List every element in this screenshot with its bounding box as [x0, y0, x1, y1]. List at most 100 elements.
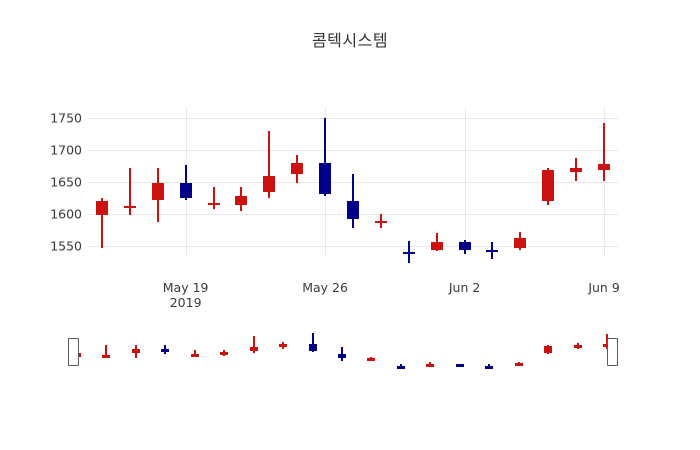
x-axis-tick-label: May 26 — [302, 280, 348, 295]
candlestick-body — [207, 203, 220, 206]
candlestick-wick — [603, 122, 606, 181]
y-axis: 1550 1600 1650 1700 1750 — [30, 108, 82, 256]
candlestick[interactable] — [95, 108, 108, 256]
x-axis-tick-label: May 19 2019 — [162, 280, 209, 310]
candlestick[interactable] — [123, 108, 136, 256]
range-candlestick-body — [544, 345, 553, 354]
candlestick[interactable] — [402, 108, 415, 264]
gridline-vertical — [604, 108, 606, 256]
candlestick-body — [263, 175, 276, 193]
candlestick-body — [95, 201, 108, 216]
candlestick-body — [291, 162, 304, 175]
main-candlestick-plot[interactable] — [88, 108, 618, 264]
candlestick-wick — [212, 187, 215, 210]
range-candlestick — [455, 330, 464, 372]
range-candlestick-body — [485, 365, 494, 369]
range-candlestick — [249, 330, 258, 372]
candlestick-body — [374, 220, 387, 223]
range-candlestick-body — [308, 343, 317, 352]
range-candlestick-body — [279, 343, 288, 347]
range-candlestick-body — [131, 349, 140, 354]
gridline-vertical — [464, 108, 466, 256]
y-axis-tick-label: 1550 — [50, 238, 82, 254]
candlestick[interactable] — [263, 108, 276, 256]
candlestick[interactable] — [207, 108, 220, 256]
range-left-handle[interactable] — [68, 338, 79, 366]
x-axis-tick-label: Jun 2 — [448, 280, 481, 295]
candlestick-body — [514, 237, 527, 248]
candlestick-body — [402, 252, 415, 255]
range-candlestick — [161, 330, 170, 372]
range-candlestick — [573, 330, 582, 372]
range-candlestick — [220, 330, 229, 372]
candlestick[interactable] — [430, 108, 443, 256]
range-candlestick — [367, 330, 376, 372]
range-candlestick-wick — [193, 350, 196, 356]
range-candlestick-body — [220, 352, 229, 356]
candlestick-wick — [268, 130, 271, 199]
range-candlestick-body — [190, 354, 199, 358]
candlestick[interactable] — [291, 108, 304, 256]
candlestick-body — [151, 183, 164, 200]
range-candlestick-wick — [105, 345, 108, 358]
candlestick[interactable] — [151, 108, 164, 256]
range-candlestick-body — [514, 362, 523, 366]
range-candlestick — [426, 330, 435, 372]
range-candlestick-body — [426, 363, 435, 367]
range-candlestick — [102, 330, 111, 372]
candlestick-body — [430, 242, 443, 250]
candlestick-body — [179, 183, 192, 199]
range-candlestick-wick — [252, 335, 255, 353]
y-axis-tick-label: 1750 — [50, 110, 82, 126]
range-selector[interactable] — [62, 330, 622, 372]
candlestick[interactable] — [235, 108, 248, 256]
range-candlestick-body — [102, 354, 111, 358]
page-title: 콤텍시스템 — [311, 31, 389, 50]
gridline-horizontal — [88, 149, 618, 151]
candlestick[interactable] — [458, 108, 471, 256]
candlestick-wick — [128, 167, 131, 216]
range-candlestick-body — [249, 347, 258, 352]
range-candlestick-body — [161, 349, 170, 353]
range-candlestick-body — [455, 364, 464, 368]
x-axis-tick-label: Jun 9 — [588, 280, 620, 295]
range-right-handle[interactable] — [607, 338, 618, 366]
range-candlestick-body — [338, 353, 346, 359]
range-candlestick — [190, 330, 199, 372]
range-candlestick — [338, 330, 346, 372]
candlestick[interactable] — [598, 108, 611, 256]
candlestick-body — [235, 196, 248, 206]
x-axis-tick-year: 2019 — [169, 295, 202, 310]
range-candlestick — [544, 330, 553, 372]
range-candlestick-body — [367, 358, 376, 362]
candlestick-body — [570, 167, 583, 173]
candlestick[interactable] — [570, 108, 583, 256]
candlestick[interactable] — [374, 108, 387, 256]
range-candlestick — [279, 330, 288, 372]
range-candlestick-body — [396, 366, 405, 370]
candlestick[interactable] — [347, 108, 359, 256]
candlestick[interactable] — [486, 108, 499, 260]
range-candlestick-body — [573, 345, 582, 349]
x-axis: May 19 2019 May 26 Jun 2 Jun 9 — [88, 280, 620, 314]
candlestick-body — [347, 201, 359, 220]
candlestick-wick — [100, 198, 103, 248]
candlestick[interactable] — [179, 108, 192, 256]
y-axis-tick-label: 1650 — [50, 174, 82, 190]
gridline-horizontal — [88, 246, 618, 248]
candlestick-wick — [352, 174, 354, 229]
candlestick-body — [486, 249, 499, 252]
gridline-horizontal — [88, 117, 618, 119]
range-candlestick-wick — [311, 332, 314, 353]
candlestick[interactable] — [542, 108, 555, 256]
range-candlestick — [396, 330, 405, 372]
candlestick[interactable] — [514, 108, 527, 256]
candlestick-body — [542, 170, 555, 202]
range-candlestick — [131, 330, 140, 372]
range-candlestick — [485, 330, 494, 372]
range-candlestick — [514, 330, 523, 372]
candlestick-wick — [324, 117, 327, 197]
candlestick-body — [458, 242, 471, 250]
candlestick[interactable] — [319, 108, 332, 256]
